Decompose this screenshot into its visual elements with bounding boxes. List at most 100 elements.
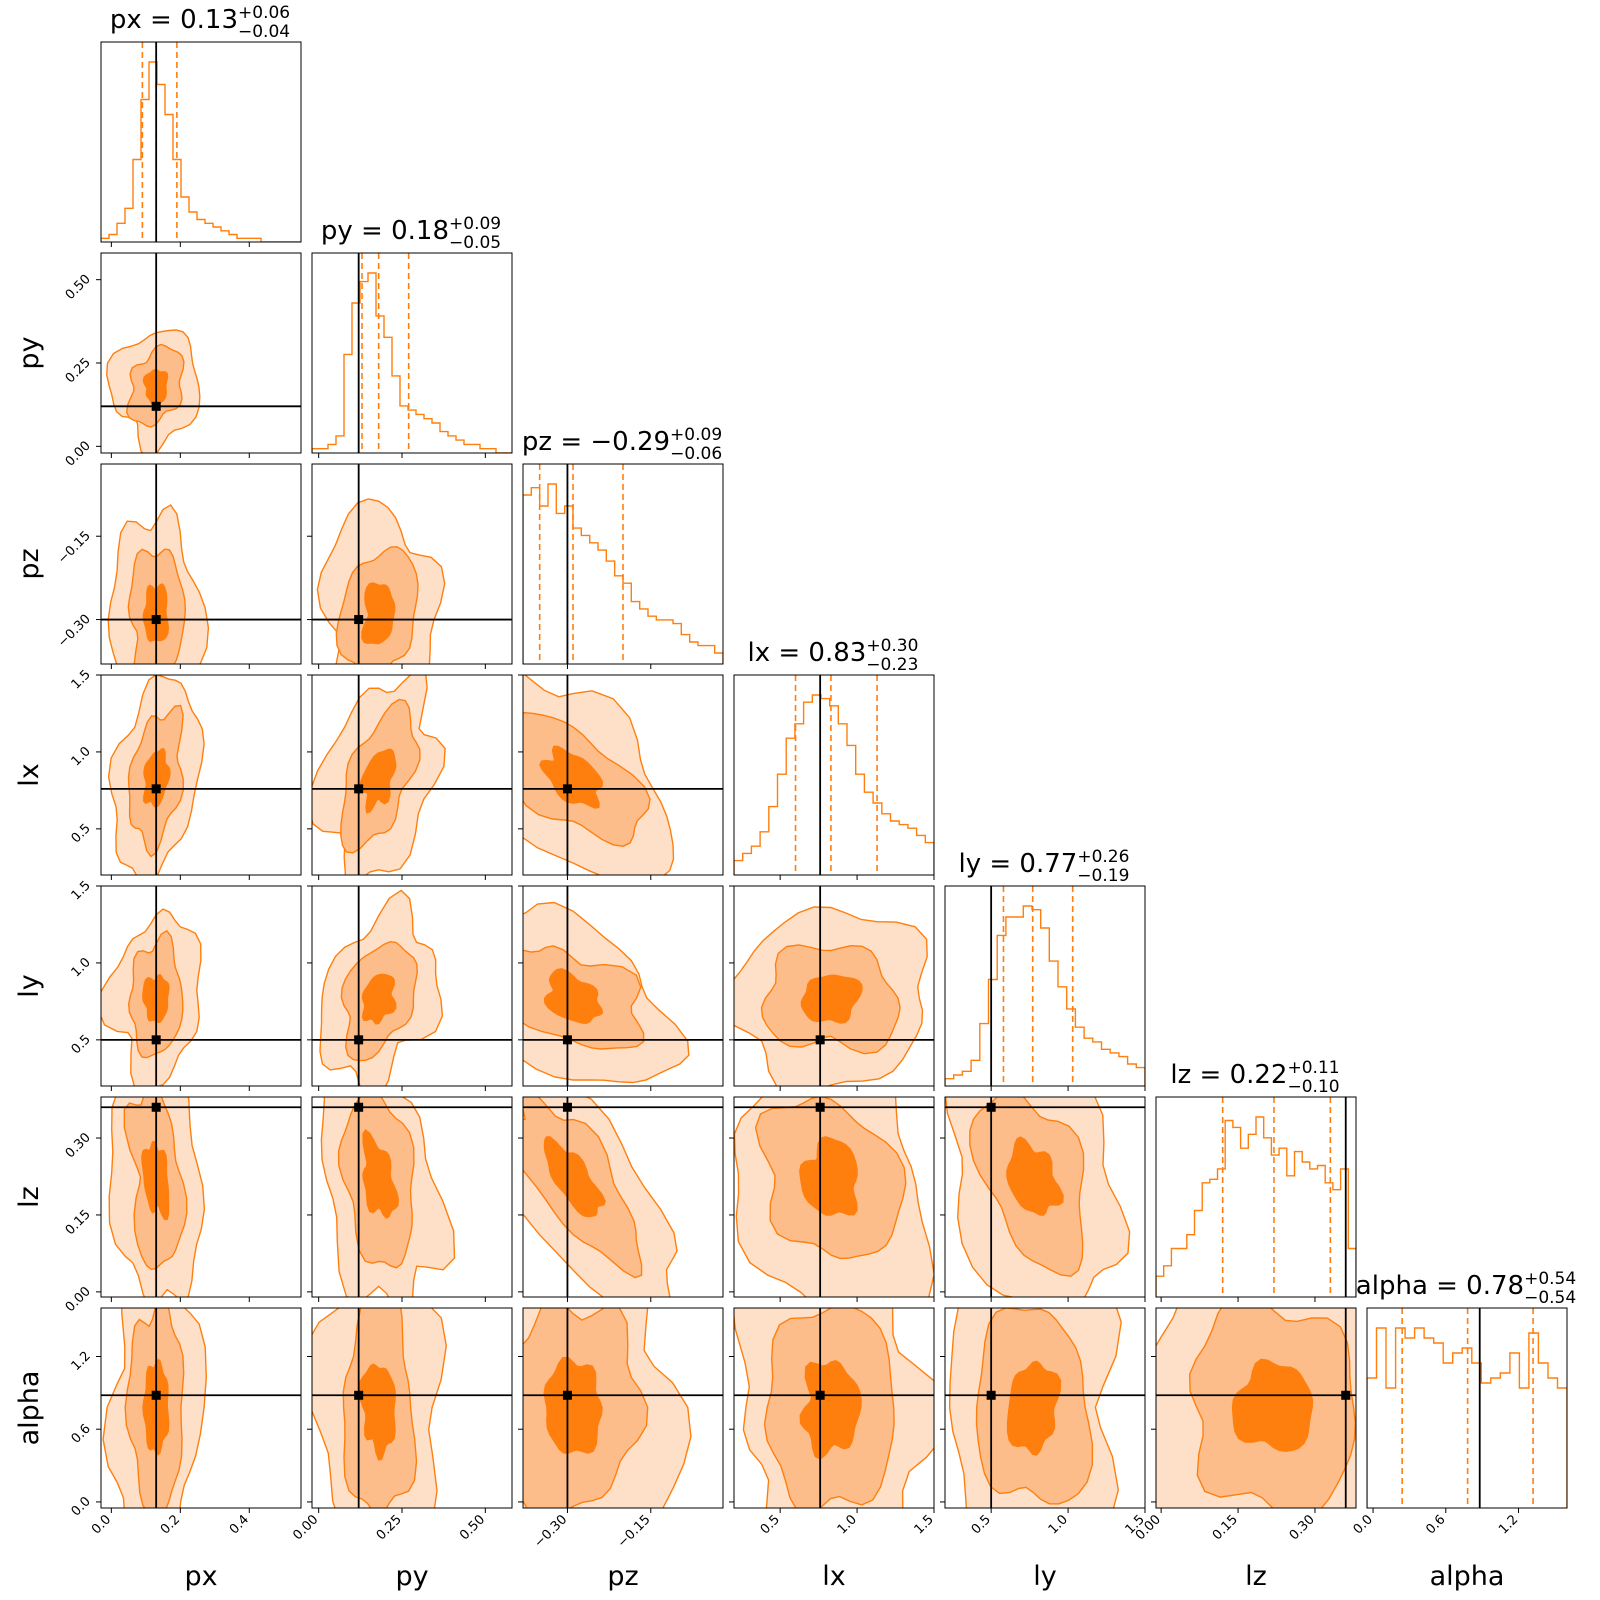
y-ticklabel-ly: 1.0 xyxy=(69,955,94,980)
panel-pz-py xyxy=(307,463,513,669)
contour-inner xyxy=(799,1136,858,1216)
panel-lz-lz: lz = 0.22+0.11 −0.10 xyxy=(1155,1058,1357,1302)
title-minus: −0.19 xyxy=(1077,866,1129,886)
panel-frame xyxy=(733,885,935,1087)
panel-lx-lx: lx = 0.83+0.30 −0.23 xyxy=(733,636,935,880)
truth-marker xyxy=(815,1390,825,1400)
panel-content xyxy=(945,886,1145,1086)
truth-marker xyxy=(562,784,572,794)
title-pz: pz = −0.29+0.09 −0.06 xyxy=(522,425,722,464)
truth-marker xyxy=(354,1035,364,1045)
x-ticklabel-lz: 0.15 xyxy=(1210,1512,1241,1543)
contour-inner xyxy=(358,1363,396,1461)
histogram-py xyxy=(312,272,512,453)
x-axis-label-ly: ly xyxy=(1033,1561,1057,1592)
contour-inner xyxy=(1006,1136,1064,1216)
panel-pz-pz: pz = −0.29+0.09 −0.06 xyxy=(522,425,724,669)
panel-frame xyxy=(311,1307,513,1509)
truth-marker xyxy=(354,1102,364,1112)
x-ticklabel-alpha: 0.0 xyxy=(1351,1512,1376,1537)
y-axis-label-ly: ly xyxy=(14,974,45,998)
panel-content xyxy=(312,253,512,453)
y-ticklabel-alpha: 0.0 xyxy=(69,1494,94,1519)
y-ticklabel-lx: 0.5 xyxy=(69,821,94,846)
title-minus: −0.54 xyxy=(1524,1288,1576,1308)
histogram-lz xyxy=(1156,1116,1356,1297)
panel-frame xyxy=(522,885,724,1087)
panel-ly-px xyxy=(96,885,302,1091)
panel-alpha-py xyxy=(307,1307,513,1513)
x-ticklabel-lx: 1.5 xyxy=(912,1512,937,1537)
panel-frame xyxy=(522,463,724,665)
panel-content xyxy=(312,1097,512,1297)
panel-frame xyxy=(311,252,513,454)
panel-content xyxy=(523,886,723,1086)
panel-frame xyxy=(733,1307,935,1509)
panel-lz-ly xyxy=(940,1096,1146,1302)
x-ticklabel-px: 0.4 xyxy=(227,1512,252,1537)
panel-frame xyxy=(100,463,302,665)
panel-frame xyxy=(311,1096,513,1298)
truth-marker xyxy=(354,615,364,625)
panel-ly-ly: ly = 0.77+0.26 −0.19 xyxy=(944,847,1146,1091)
x-ticklabel-alpha: 1.2 xyxy=(1496,1512,1521,1537)
truth-marker xyxy=(562,1102,572,1112)
truth-marker xyxy=(151,1102,161,1112)
truth-marker xyxy=(986,1390,996,1400)
truth-marker xyxy=(151,1390,161,1400)
contour-inner xyxy=(543,1136,606,1218)
panel-frame xyxy=(522,674,724,876)
title-minus: −0.06 xyxy=(670,444,722,464)
truth-marker xyxy=(815,1102,825,1112)
panel-py-px xyxy=(96,252,302,458)
x-ticklabel-py: 0.50 xyxy=(457,1512,488,1543)
panel-frame xyxy=(100,41,302,243)
truth-marker xyxy=(151,784,161,794)
x-ticklabel-ly: 1.0 xyxy=(1046,1512,1071,1537)
y-axis-label-lx: lx xyxy=(14,763,45,787)
title-lz: lz = 0.22+0.11 −0.10 xyxy=(1170,1058,1339,1097)
panel-content xyxy=(312,886,512,1086)
panel-content xyxy=(312,464,512,664)
contour-inner xyxy=(800,974,863,1024)
panel-content xyxy=(734,1097,934,1297)
x-axis-label-px: px xyxy=(184,1561,217,1592)
y-ticklabel-alpha: 0.6 xyxy=(69,1421,94,1446)
x-axis-label-py: py xyxy=(395,1561,428,1592)
panel-lx-pz xyxy=(518,674,724,880)
histogram-pz xyxy=(523,483,723,664)
y-axis-label-alpha: alpha xyxy=(14,1371,45,1446)
panel-ly-lx xyxy=(729,885,935,1091)
histogram-px xyxy=(101,61,301,242)
y-ticklabel-py: 0.50 xyxy=(63,272,94,303)
title-ly: ly = 0.77+0.26 −0.19 xyxy=(959,847,1130,886)
title-lx: lx = 0.83+0.30 −0.23 xyxy=(748,636,919,675)
y-ticklabel-lx: 1.0 xyxy=(69,744,94,769)
truth-marker xyxy=(354,1390,364,1400)
y-ticklabel-py: 0.00 xyxy=(63,439,94,470)
panel-ly-pz xyxy=(518,885,724,1091)
panel-frame xyxy=(1366,1307,1568,1509)
x-ticklabel-lz: 0.30 xyxy=(1287,1512,1318,1543)
panel-frame xyxy=(944,1307,1146,1509)
panel-content xyxy=(523,1097,723,1297)
y-ticklabel-ly: 0.5 xyxy=(69,1032,94,1057)
panel-alpha-ly xyxy=(940,1307,1146,1513)
y-axis-label-pz: pz xyxy=(14,548,45,579)
title-minus: −0.23 xyxy=(866,655,918,675)
truth-marker xyxy=(151,615,161,625)
panel-frame xyxy=(311,885,513,1087)
panel-content xyxy=(523,1308,723,1508)
panel-frame xyxy=(522,1307,724,1509)
panel-alpha-alpha: alpha = 0.78+0.54 −0.54 xyxy=(1356,1269,1576,1513)
panel-frame xyxy=(944,885,1146,1087)
contour-inner xyxy=(1006,1360,1062,1456)
x-axis-label-lx: lx xyxy=(822,1561,846,1592)
y-ticklabel-lz: 0.15 xyxy=(63,1207,94,1238)
truth-marker xyxy=(562,1390,572,1400)
panel-content xyxy=(734,1308,934,1508)
y-ticklabel-py: 0.25 xyxy=(63,355,94,386)
panel-content xyxy=(523,675,723,875)
contour-inner xyxy=(539,745,604,809)
panel-pz-px xyxy=(96,463,302,669)
